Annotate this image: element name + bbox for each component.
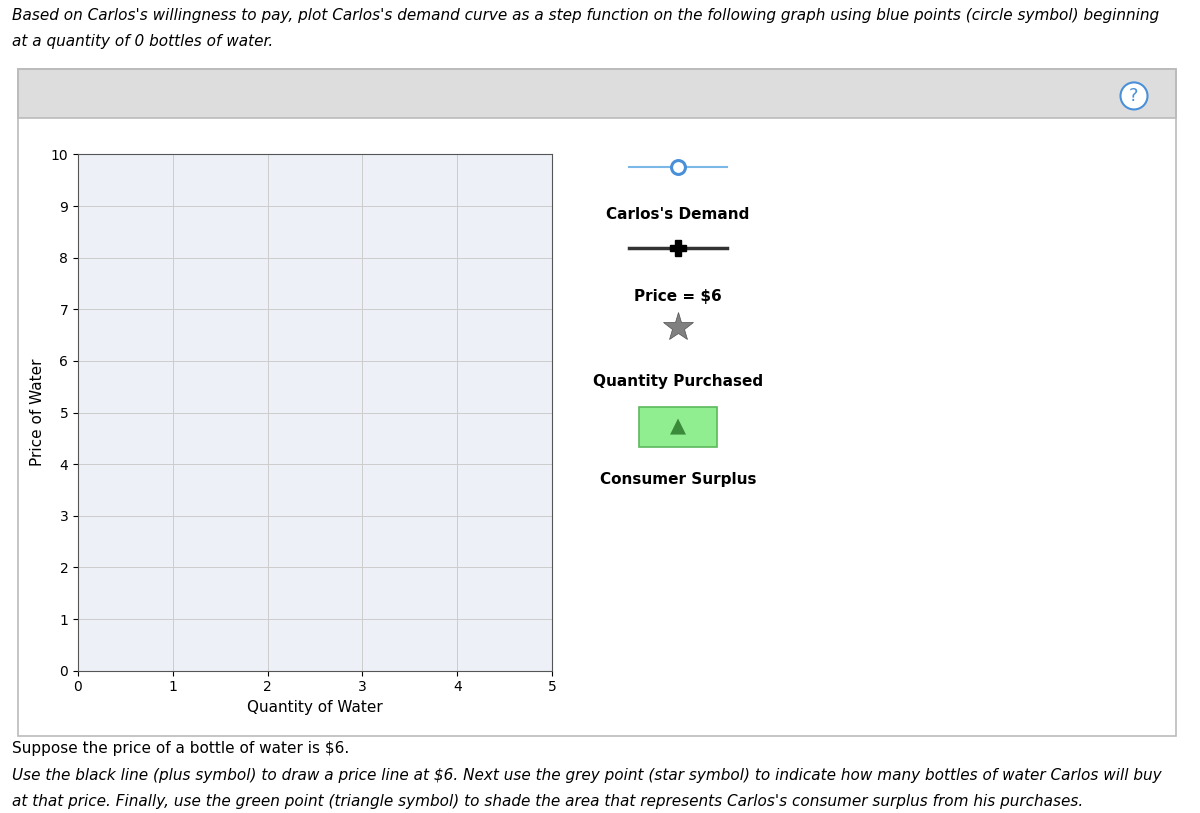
Text: ▲: ▲	[670, 417, 686, 437]
Text: Quantity Purchased: Quantity Purchased	[593, 374, 763, 389]
Text: Suppose the price of a bottle of water is $6.: Suppose the price of a bottle of water i…	[12, 741, 349, 756]
Text: ?: ?	[1129, 87, 1139, 105]
Text: Price = $6: Price = $6	[634, 289, 722, 303]
Text: at that price. Finally, use the green point (triangle symbol) to shade the area : at that price. Finally, use the green po…	[12, 794, 1084, 809]
Text: Carlos's Demand: Carlos's Demand	[606, 207, 750, 222]
X-axis label: Quantity of Water: Quantity of Water	[247, 700, 383, 715]
Text: at a quantity of 0 bottles of water.: at a quantity of 0 bottles of water.	[12, 34, 274, 49]
Text: Consumer Surplus: Consumer Surplus	[600, 472, 756, 486]
Text: Use the black line (plus symbol) to draw a price line at $6. Next use the grey p: Use the black line (plus symbol) to draw…	[12, 768, 1162, 783]
Y-axis label: Price of Water: Price of Water	[30, 359, 46, 467]
Text: Based on Carlos's willingness to pay, plot Carlos's demand curve as a step funct: Based on Carlos's willingness to pay, pl…	[12, 8, 1159, 23]
